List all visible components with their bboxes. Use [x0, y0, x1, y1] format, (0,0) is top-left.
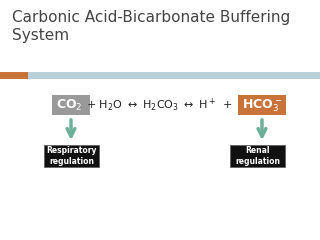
Bar — [230, 145, 285, 167]
Text: Carbonic Acid-Bicarbonate Buffering
System: Carbonic Acid-Bicarbonate Buffering Syst… — [12, 10, 290, 43]
Text: Renal
regulation: Renal regulation — [235, 146, 280, 166]
Bar — [44, 145, 99, 167]
Bar — [28, 72, 320, 79]
Bar — [238, 95, 286, 115]
Bar — [52, 95, 90, 115]
Text: $\mathregular{+\ H_2O\ \leftrightarrow\ H_2CO_3\ \leftrightarrow\ H^+\ +}$: $\mathregular{+\ H_2O\ \leftrightarrow\ … — [86, 97, 234, 114]
Text: Respiratory
regulation: Respiratory regulation — [46, 146, 97, 166]
Text: CO$_2$: CO$_2$ — [56, 98, 82, 113]
Bar — [0, 72, 28, 79]
Text: HCO$_3^-$: HCO$_3^-$ — [242, 97, 282, 114]
